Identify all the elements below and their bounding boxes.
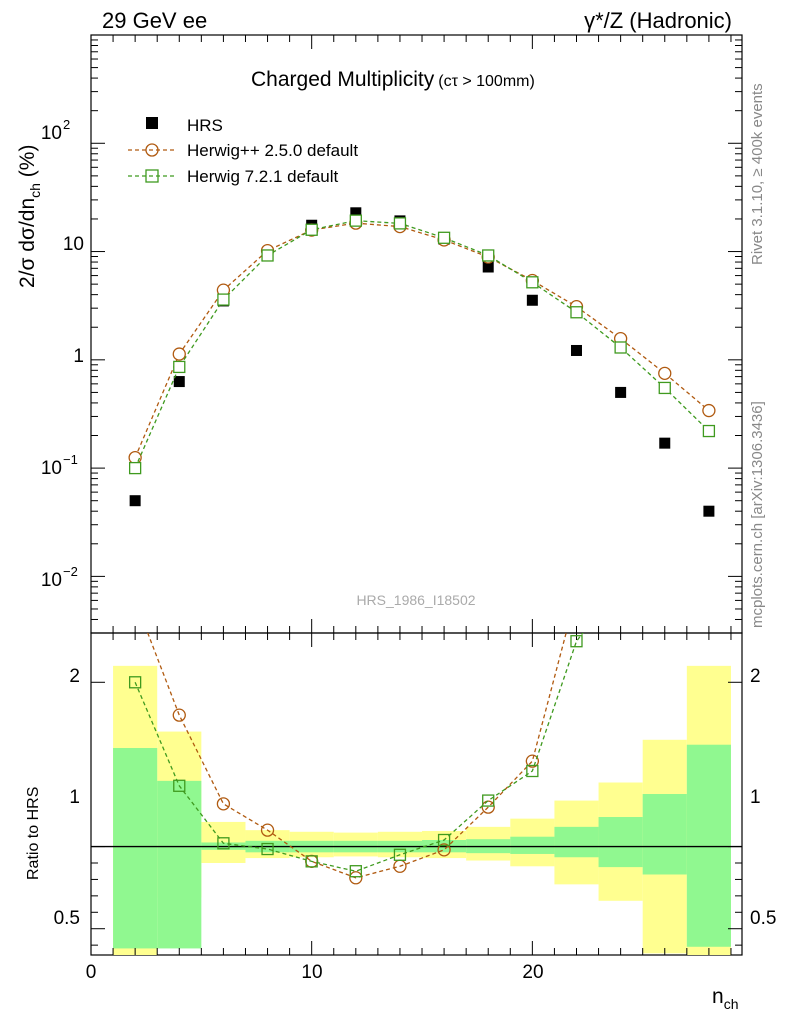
data-point-herwig7 — [702, 424, 716, 438]
ratio-point-herwigpp — [481, 800, 495, 814]
y-tick-label-1e2: 10 2 — [41, 117, 70, 144]
data-point-hrs — [482, 261, 494, 273]
ratio-point-herwigpp — [349, 871, 363, 885]
legend-label-hrs: HRS — [187, 116, 223, 135]
legend-marker-herwigpp — [145, 143, 159, 157]
stat-band-bin — [554, 826, 599, 858]
ratio-point-herwigpp — [172, 708, 186, 722]
y-tick-label-1: 1 — [73, 346, 84, 367]
data-point-herwigpp — [702, 403, 716, 418]
data-point-herwigpp — [128, 450, 142, 465]
main-series — [128, 207, 716, 517]
ratio-point-herwig7 — [261, 842, 274, 856]
ratio-line-0 — [147, 633, 567, 879]
ratio-point-herwig7 — [173, 779, 186, 792]
svg-text:−1: −1 — [63, 452, 78, 467]
data-point-hrs — [703, 505, 715, 517]
data-point-hrs — [129, 495, 141, 507]
x-axis-title: nch — [712, 985, 738, 1012]
legend-marker-herwig7 — [145, 169, 159, 183]
data-point-hrs — [570, 344, 582, 356]
x-tick-label-0: 0 — [86, 962, 97, 983]
data-point-hrs — [526, 294, 538, 306]
stat-band-bin — [113, 748, 158, 949]
data-point-hrs — [615, 386, 627, 398]
svg-text:2: 2 — [63, 117, 70, 132]
y-axis-title-main: 2/σ dσ/dnch (%) — [16, 145, 43, 288]
data-point-herwig7 — [349, 214, 362, 227]
y-tick-label-10: 10 — [63, 234, 84, 255]
stat-band-bin — [157, 780, 202, 949]
data-point-herwig7 — [128, 461, 142, 475]
ratio-line-1 — [134, 633, 584, 872]
plot-title: Charged Multiplicity (cτ > 100mm) — [251, 68, 535, 91]
rivet-info: Rivet 3.1.10, ≥ 400k events — [749, 83, 766, 265]
data-point-hrs — [659, 437, 671, 449]
ratio-point-herwig7 — [437, 833, 451, 847]
legend-label-herwigpp: Herwig++ 2.5.0 default — [187, 141, 358, 160]
ratio-point-herwigpp — [525, 754, 540, 768]
y-tick-label-1e-1: 10 −1 — [41, 452, 78, 479]
header-process: γ*/Z (Hadronic) — [584, 8, 732, 33]
ratio-point-herwig7 — [128, 676, 142, 689]
data-point-herwig7 — [482, 249, 495, 262]
x-tick-label-10: 10 — [301, 962, 322, 983]
data-point-herwig7 — [614, 341, 627, 354]
ratio-tick-0.5-right: 0.5 — [750, 908, 776, 929]
stat-band-bin — [686, 744, 731, 947]
ratio-plot-frame — [90, 632, 743, 956]
series-line-2 — [134, 219, 710, 469]
ratio-clipped-group — [128, 633, 584, 885]
data-point-herwigpp — [658, 366, 672, 381]
data-point-herwig7 — [173, 360, 186, 374]
ratio-point-herwig7 — [526, 764, 539, 778]
stat-band-bin — [510, 836, 555, 854]
ratio-point-herwig7 — [482, 794, 495, 807]
ratio-point-herwig7 — [393, 848, 407, 861]
data-point-herwig7 — [305, 223, 318, 236]
ratio-tick-0.5-left: 0.5 — [54, 908, 80, 929]
data-point-herwig7 — [393, 217, 407, 230]
x-tick-label-20: 20 — [522, 962, 543, 983]
ratio-point-herwig7 — [217, 837, 230, 850]
svg-text:10: 10 — [41, 570, 62, 591]
data-point-herwigpp — [172, 347, 186, 361]
total-uncertainty-band — [113, 665, 731, 955]
ratio-tick-2-left: 2 — [69, 666, 80, 687]
header-energy: 29 GeV ee — [102, 8, 207, 33]
ratio-tick-1-right: 1 — [750, 787, 761, 808]
y-axis-title-ratio: Ratio to HRS — [25, 787, 42, 880]
legend-label-herwig7: Herwig 7.2.1 default — [187, 167, 338, 186]
ratio-point-herwig7 — [349, 865, 362, 878]
svg-text:−2: −2 — [63, 564, 78, 579]
data-point-herwig7 — [658, 381, 671, 395]
axis-ticks — [90, 35, 742, 955]
legend: HRS Herwig++ 2.5.0 default Herwig 7.2.1 … — [128, 116, 358, 186]
ratio-point-herwigpp — [437, 843, 451, 857]
data-point-hrs — [173, 376, 185, 388]
ratio-point-herwig7 — [305, 855, 318, 868]
ratio-point-herwigpp — [216, 797, 231, 811]
ratio-tick-1-left: 1 — [69, 787, 80, 808]
stat-band-bin — [598, 817, 643, 868]
mcplots-info: mcplots.cern.ch [arXiv:1306.3436] — [749, 401, 766, 628]
svg-text:10: 10 — [41, 458, 62, 479]
ratio-tick-2-right: 2 — [750, 666, 761, 687]
ratio-series — [128, 633, 584, 885]
stat-band-bin — [642, 794, 687, 875]
svg-text:10: 10 — [41, 123, 62, 144]
y-tick-label-1e-2: 10 −2 — [41, 564, 78, 591]
data-point-herwig7 — [217, 293, 230, 306]
data-point-herwig7 — [570, 306, 583, 319]
data-point-hrs — [350, 207, 362, 219]
data-point-herwig7 — [437, 231, 451, 244]
plot-watermark: HRS_1986_I18502 — [356, 592, 475, 608]
ratio-point-herwig7 — [570, 635, 583, 648]
data-point-herwig7 — [261, 249, 274, 262]
data-point-herwig7 — [526, 276, 539, 289]
legend-marker-hrs — [146, 117, 158, 129]
ratio-point-herwigpp — [260, 823, 275, 837]
